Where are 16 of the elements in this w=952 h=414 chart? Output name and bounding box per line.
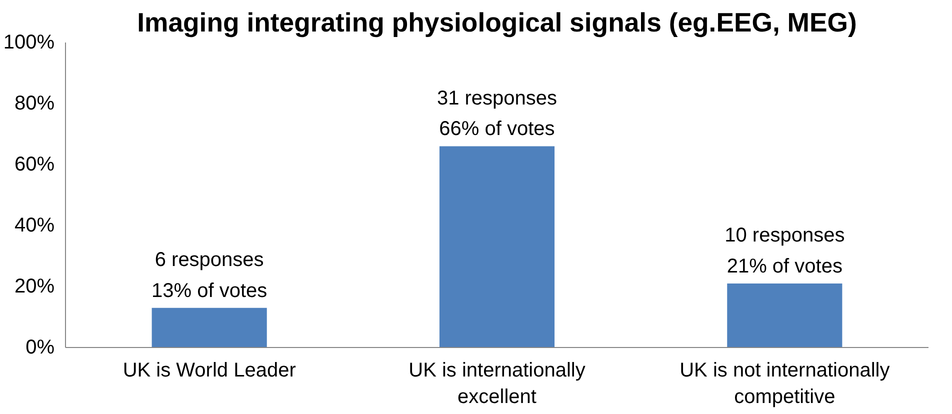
y-tick-label: 80% [14,92,55,114]
data-label: 6 responses 13% of votes [152,249,268,302]
x-tick-label: UK is internationally excellent [408,360,586,408]
bar [727,283,842,348]
y-tick-label: 100% [3,32,55,54]
y-tick-label: 0% [26,336,55,358]
bar [439,146,555,348]
data-label: 10 responses 21% of votes [724,224,845,278]
y-tick-label: 40% [14,214,55,236]
y-tick-label: 60% [14,154,55,176]
bar [152,308,267,348]
data-label: 31 responses 66% of votes [436,87,558,140]
chart-title: Imaging integrating physiological signals (eg.EEG, MEG) [137,8,857,38]
y-tick-label: 20% [14,276,55,298]
x-tick-label: UK is not internationally competitive [680,360,890,408]
x-tick-label: UK is World Leader [122,360,296,382]
